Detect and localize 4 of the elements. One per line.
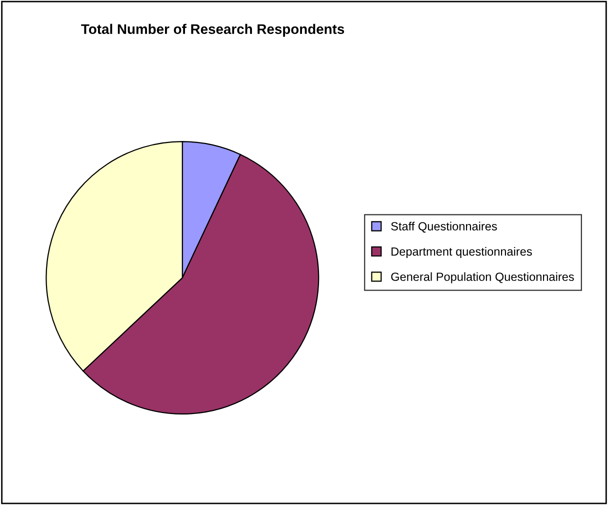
legend-label: General Population Questionnaires xyxy=(391,272,574,284)
chart-title: Total Number of Research Respondents xyxy=(81,24,344,37)
legend-label: Department questionnaires xyxy=(392,247,532,258)
legend-label: Staff Questionnaires xyxy=(391,222,497,233)
